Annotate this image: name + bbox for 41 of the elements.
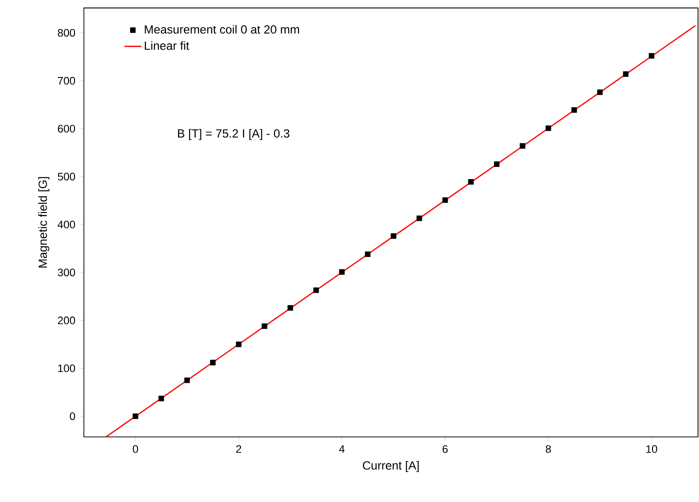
y-tick-label: 600 [58, 124, 76, 132]
y-tick-label: 400 [58, 220, 76, 228]
y-tick-label: 300 [58, 268, 76, 276]
point [468, 179, 474, 185]
point [597, 89, 603, 95]
x-tick-label: 8 [546, 445, 551, 453]
point [288, 305, 294, 311]
point [158, 396, 164, 402]
point [236, 341, 242, 348]
point [648, 52, 654, 58]
x-tick-label: 4 [339, 445, 345, 453]
legend-label: Linear fit [144, 41, 190, 50]
point [184, 377, 190, 383]
x-axis-title: Current [A] [362, 460, 419, 472]
point [364, 251, 370, 257]
x-tick-label: 0 [132, 445, 138, 453]
annotation: B [T] = 75.2 I [A] - 0.3 [178, 128, 290, 140]
point [210, 360, 216, 366]
point [546, 125, 552, 131]
y-tick-label: 800 [58, 28, 76, 37]
x-tick-label: 10 [646, 445, 658, 453]
point [416, 215, 422, 221]
point [262, 323, 268, 329]
point [571, 107, 577, 113]
point [494, 161, 500, 167]
y-tick-label: 700 [58, 76, 76, 84]
y-tick-label: 200 [58, 316, 76, 324]
legend-label: Measurement coil 0 at 20 mm [144, 24, 300, 34]
y-tick-label: 0 [70, 412, 76, 420]
point [132, 413, 138, 419]
point [313, 287, 319, 293]
point [390, 233, 396, 239]
point [520, 143, 526, 149]
y-axis-title: Magnetic field [G] [38, 177, 50, 268]
x-tick-label: 6 [442, 445, 448, 453]
point [339, 269, 345, 275]
point [442, 197, 448, 203]
y-tick-label: 100 [58, 364, 76, 372]
x-tick-label: 2 [236, 445, 242, 453]
point [622, 71, 629, 77]
y-tick-label: 500 [58, 172, 76, 180]
